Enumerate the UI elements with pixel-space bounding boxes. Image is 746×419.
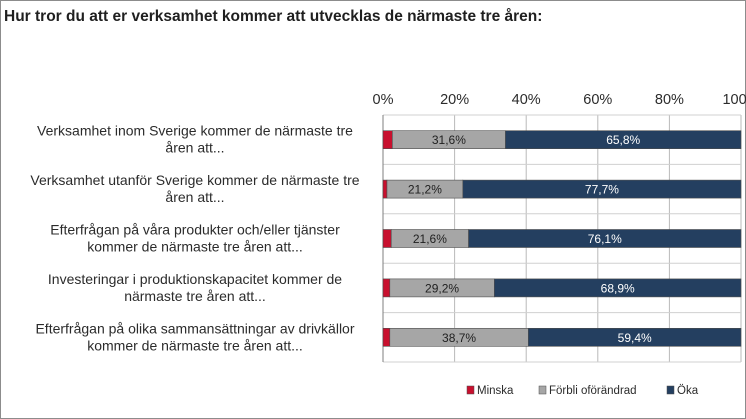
x-tick-label: 40% [512, 92, 541, 108]
x-tick-label: 0% [373, 92, 394, 108]
bar-segment [382, 278, 391, 298]
bar-segment [382, 179, 388, 199]
data-label: 65,8% [606, 133, 640, 147]
data-label: 77,7% [585, 183, 619, 197]
bar-segment [382, 327, 391, 347]
bar-segment [528, 327, 742, 347]
legend-label: Öka [677, 385, 699, 397]
data-label: 31,6% [432, 133, 466, 147]
category-label: Investeringar i produktionskapacitet kom… [48, 271, 342, 304]
bar-segment [462, 179, 742, 199]
data-label: 21,2% [408, 183, 442, 197]
bar-segment [494, 278, 742, 298]
x-tick-label: 100% [722, 92, 746, 108]
x-tick-label: 60% [583, 92, 612, 108]
category-label: Verksamhet utanför Sverige kommer de när… [30, 172, 359, 205]
bar-segment [382, 229, 392, 248]
legend-label: Förbli oförändrad [549, 385, 637, 397]
legend-swatch [466, 385, 475, 395]
legend-swatch [538, 385, 547, 395]
chart-title: Hur tror du att er verksamhet kommer att… [4, 8, 543, 25]
data-label: 21,6% [413, 232, 447, 246]
category-label: Efterfrågan på olika sammansättningar av… [35, 320, 354, 353]
x-tick-label: 20% [440, 92, 469, 108]
x-tick-label: 80% [655, 92, 684, 108]
data-label: 29,2% [425, 281, 459, 295]
category-label: Verksamhet inom Sverige kommer de närmas… [37, 123, 353, 156]
legend-swatch [666, 385, 675, 395]
data-label: 38,7% [442, 331, 476, 345]
bar-segment [468, 229, 742, 248]
data-label: 59,4% [618, 331, 652, 345]
legend-label: Minska [477, 385, 514, 397]
data-label: 68,9% [601, 281, 635, 295]
bar-segment [382, 130, 393, 149]
category-label: Efterfrågan på våra produkter och/eller … [50, 222, 340, 255]
data-label: 76,1% [588, 232, 622, 246]
bar-segment [505, 130, 742, 149]
